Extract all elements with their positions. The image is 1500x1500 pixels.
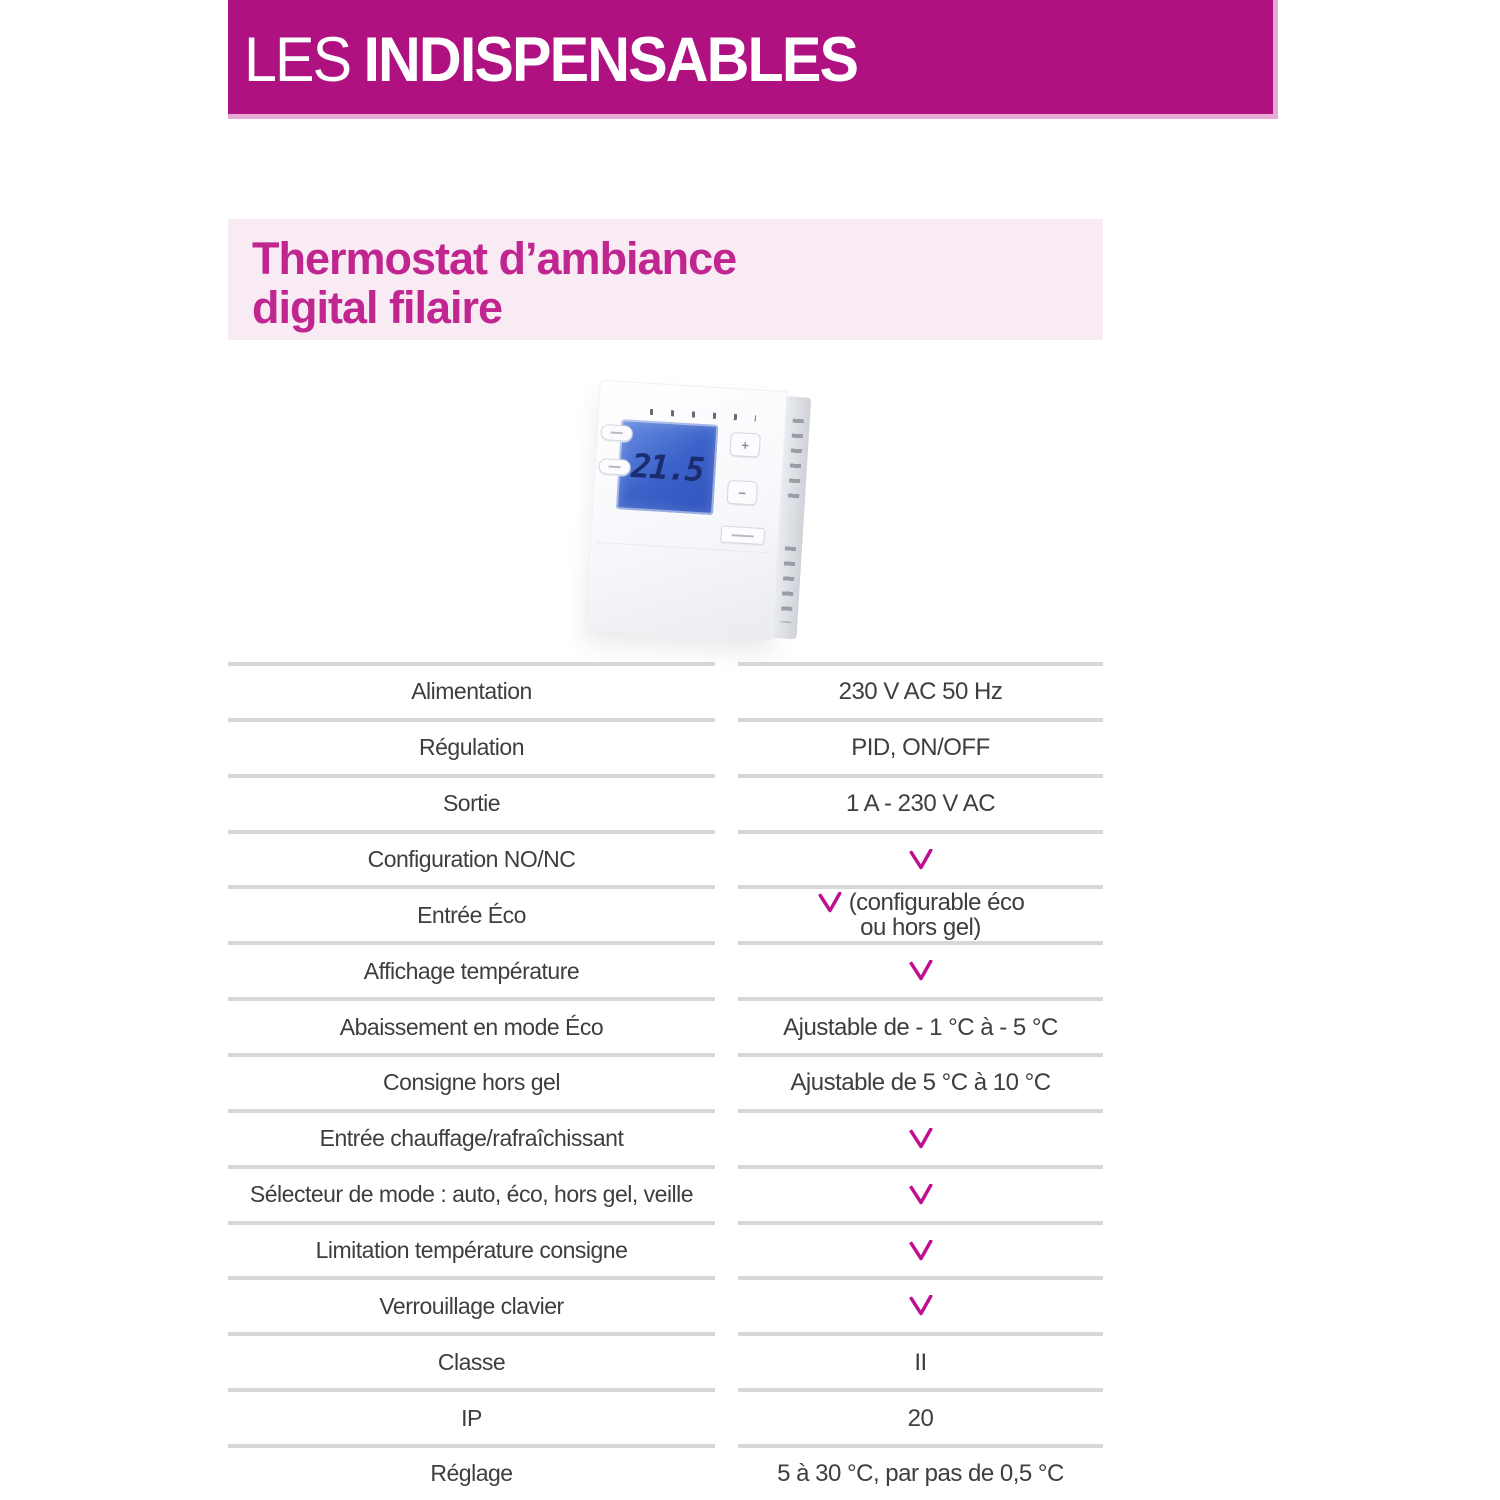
spec-value: 230 V AC 50 Hz <box>738 662 1103 718</box>
banner-title: LES INDISPENSABLES <box>244 18 859 96</box>
spec-value <box>738 1108 1103 1165</box>
table-row: IP 20 <box>228 1388 1103 1444</box>
spec-value-text: PID, ON/OFF <box>851 734 990 762</box>
spec-value: Ajustable de - 1 °C à - 5 °C <box>738 997 1103 1053</box>
table-row: Réglage 5 à 30 °C, par pas de 0,5 °C <box>228 1444 1103 1500</box>
function-button-2 <box>598 457 632 476</box>
spec-value-text: 20 <box>907 1404 934 1432</box>
spec-table: Alimentation 230 V AC 50 Hz Régulation PID,… <box>228 662 1103 1500</box>
table-row: Affichage température <box>228 941 1103 997</box>
spec-label: Limitation température consigne <box>228 1220 715 1277</box>
spec-value <box>738 1164 1103 1221</box>
spec-value: 5 à 30 °C, par pas de 0,5 °C <box>738 1444 1103 1500</box>
spec-label: Réglage <box>228 1444 715 1500</box>
spec-value <box>738 941 1103 997</box>
product-title-line1: Thermostat d’ambiance <box>252 233 737 284</box>
spec-value: II <box>738 1332 1103 1388</box>
spec-label: Entrée chauffage/rafraîchissant <box>228 1108 715 1165</box>
product-photo: 21.5 + − <box>584 379 812 644</box>
spec-value-text: 230 V AC 50 Hz <box>838 678 1003 706</box>
spec-value: PID, ON/OFF <box>738 717 1103 774</box>
spec-value-text: 5 à 30 °C, par pas de 0,5 °C <box>777 1460 1064 1488</box>
spec-label: Entrée Éco <box>228 885 715 941</box>
spec-label: Affichage température <box>228 941 715 997</box>
check-icon <box>909 1239 932 1260</box>
check-icon <box>909 848 932 869</box>
spec-value-text: 1 A - 230 V AC <box>845 790 996 818</box>
spec-value <box>738 829 1103 886</box>
spec-value: (configurable éco ou hors gel) <box>738 885 1103 941</box>
spec-label: Régulation <box>228 717 715 774</box>
table-row: Classe II <box>228 1332 1103 1388</box>
spec-label: Verrouillage clavier <box>228 1276 715 1332</box>
table-row: Sélecteur de mode : auto, éco, hors gel,… <box>228 1164 1103 1221</box>
lcd-temperature-value: 21.5 <box>630 445 705 489</box>
mode-icons <box>649 408 757 422</box>
check-icon <box>909 960 932 981</box>
table-row: Entrée Éco (configurable éco ou hors gel) <box>228 885 1103 941</box>
table-row: Régulation PID, ON/OFF <box>228 717 1103 774</box>
check-icon <box>909 1295 932 1316</box>
spec-value: 20 <box>738 1388 1103 1444</box>
page-banner: LES INDISPENSABLES <box>228 0 1278 119</box>
spec-value <box>738 1276 1103 1332</box>
vent-slots-top <box>787 418 804 500</box>
spec-label: Alimentation <box>228 662 715 718</box>
table-row: Limitation température consigne <box>228 1220 1103 1277</box>
table-row: Configuration NO/NC <box>228 829 1103 886</box>
spec-value <box>738 1220 1103 1277</box>
spec-value-text: Ajustable de 5 °C à 10 °C <box>790 1069 1051 1097</box>
spec-value-text: (configurable éco <box>848 889 1025 917</box>
spec-value: Ajustable de 5 °C à 10 °C <box>738 1053 1103 1109</box>
check-icon <box>909 1183 932 1204</box>
spec-label: IP <box>228 1388 715 1444</box>
table-row: Verrouillage clavier <box>228 1276 1103 1332</box>
banner-title-main: INDISPENSABLES <box>363 25 858 95</box>
banner-title-prefix: LES <box>244 25 352 95</box>
spec-value-text: ou hors gel) <box>860 914 981 942</box>
thermostat-front: 21.5 + − <box>584 379 788 641</box>
vent-slots-bottom <box>780 546 797 623</box>
spec-label: Sélecteur de mode : auto, éco, hors gel,… <box>228 1164 715 1221</box>
plus-button: + <box>729 431 761 458</box>
minus-button: − <box>726 479 758 506</box>
product-title-box: Thermostat d’ambiance digital filaire <box>228 219 1103 340</box>
mode-button <box>720 525 766 546</box>
check-icon <box>818 891 842 913</box>
function-button-1 <box>600 423 634 442</box>
spec-label: Configuration NO/NC <box>228 829 715 886</box>
check-icon <box>909 1127 932 1149</box>
spec-value: 1 A - 230 V AC <box>738 773 1103 830</box>
table-row: Entrée chauffage/rafraîchissant <box>228 1108 1103 1165</box>
table-row: Abaissement en mode Éco Ajustable de - 1 … <box>228 997 1103 1053</box>
table-row: Consigne hors gel Ajustable de 5 °C à 10 … <box>228 1053 1103 1109</box>
product-title: Thermostat d’ambiance digital filaire <box>228 219 1103 332</box>
table-row: Sortie 1 A - 230 V AC <box>228 773 1103 830</box>
table-row: Alimentation 230 V AC 50 Hz <box>228 662 1103 718</box>
spec-label: Classe <box>228 1332 715 1388</box>
spec-value-text: Ajustable de - 1 °C à - 5 °C <box>783 1013 1058 1041</box>
spec-label: Consigne hors gel <box>228 1053 715 1109</box>
spec-label: Abaissement en mode Éco <box>228 997 715 1053</box>
spec-value-text: II <box>914 1348 927 1376</box>
spec-label: Sortie <box>228 773 715 830</box>
product-title-line2: digital filaire <box>252 282 503 333</box>
